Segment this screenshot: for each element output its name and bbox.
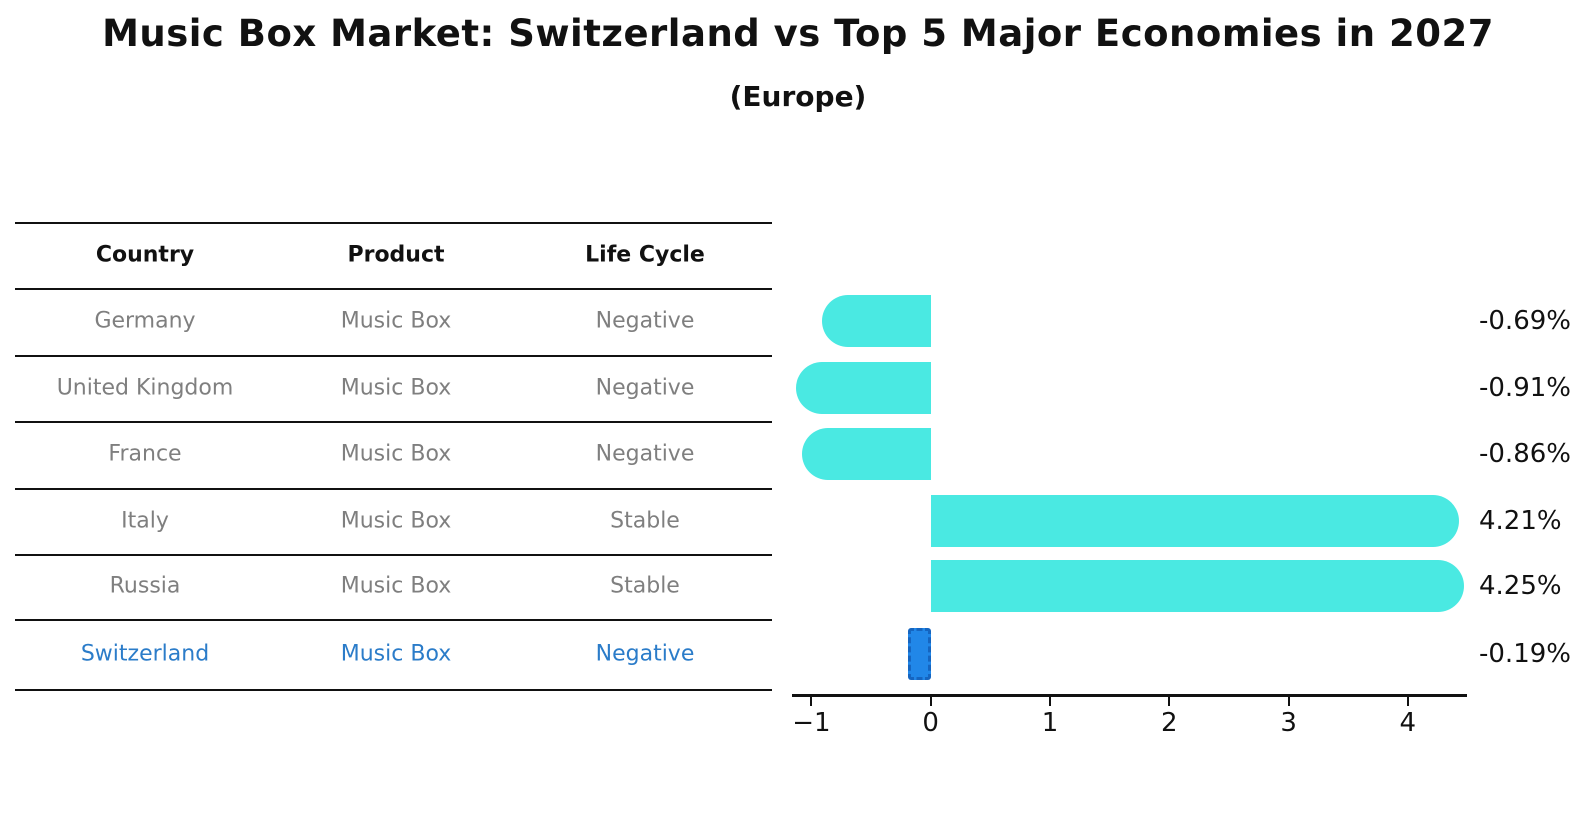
x-tick-label--1: −1 <box>792 708 831 738</box>
x-tick-label-0: 0 <box>922 708 939 738</box>
table-separator-line <box>15 554 772 556</box>
x-tick-label-3: 3 <box>1280 708 1297 738</box>
x-axis-tick <box>1287 697 1290 706</box>
table-cell-life-cycle-switzerland: Negative <box>595 641 695 667</box>
table-cell-country-italy: Italy <box>121 508 169 534</box>
table-separator-line <box>15 689 772 691</box>
chart-subtitle: (Europe) <box>729 80 867 113</box>
table-cell-life-cycle-italy: Stable <box>610 508 680 534</box>
table-cell-country-united-kingdom: United Kingdom <box>56 375 234 401</box>
value-label-russia: 4.25% <box>1479 571 1562 601</box>
table-cell-product-germany: Music Box <box>340 308 452 334</box>
column-header-product: Product <box>347 242 445 268</box>
x-tick-label-2: 2 <box>1161 708 1178 738</box>
x-axis-tick <box>929 697 932 706</box>
x-tick-label-4: 4 <box>1399 708 1417 738</box>
table-separator-line <box>15 619 772 621</box>
column-header-life-cycle: Life Cycle <box>585 242 705 268</box>
table-cell-product-russia: Music Box <box>340 573 452 599</box>
bar-germany <box>822 295 931 347</box>
bar-france <box>802 428 931 480</box>
bar-united-kingdom <box>796 362 931 414</box>
bar-switzerland <box>908 628 931 680</box>
x-axis-tick <box>810 697 813 706</box>
table-separator-line <box>15 222 772 224</box>
table-cell-country-russia: Russia <box>109 573 181 599</box>
x-axis-tick <box>1168 697 1171 706</box>
x-tick-label-1: 1 <box>1041 708 1059 738</box>
table-separator-line <box>15 488 772 490</box>
table-cell-life-cycle-united-kingdom: Negative <box>595 375 695 401</box>
table-cell-life-cycle-france: Negative <box>595 441 695 467</box>
table-cell-product-france: Music Box <box>340 441 452 467</box>
table-cell-product-united-kingdom: Music Box <box>340 375 452 401</box>
table-cell-country-germany: Germany <box>94 308 196 334</box>
value-label-switzerland: -0.19% <box>1479 639 1571 669</box>
column-header-country: Country <box>95 242 195 268</box>
table-separator-line <box>15 355 772 357</box>
table-cell-country-switzerland: Switzerland <box>80 641 210 667</box>
x-axis-tick <box>1406 697 1409 706</box>
table-cell-product-italy: Music Box <box>340 508 452 534</box>
x-axis-tick <box>1049 697 1051 706</box>
chart-title: Music Box Market: Switzerland vs Top 5 M… <box>102 12 1494 55</box>
bar-italy <box>930 495 1459 547</box>
value-label-italy: 4.21% <box>1479 506 1562 536</box>
table-cell-country-france: France <box>108 441 182 467</box>
table-cell-life-cycle-germany: Negative <box>595 308 695 334</box>
table-separator-line <box>15 288 772 290</box>
table-cell-life-cycle-russia: Stable <box>610 573 680 599</box>
value-label-united-kingdom: -0.91% <box>1479 373 1571 403</box>
table-separator-line <box>15 421 772 423</box>
value-label-germany: -0.69% <box>1479 306 1571 336</box>
x-axis-line <box>792 694 1467 697</box>
value-label-france: -0.86% <box>1479 439 1571 469</box>
table-cell-product-switzerland: Music Box <box>340 641 452 667</box>
bar-russia <box>930 560 1464 612</box>
